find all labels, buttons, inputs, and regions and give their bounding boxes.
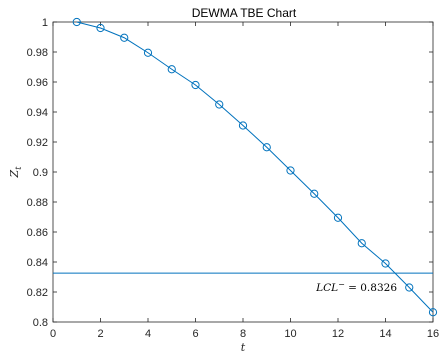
- data-point-marker: [72, 17, 81, 27]
- y-tick-label: 1: [42, 17, 48, 29]
- data-point-marker: [262, 143, 271, 152]
- data-point-marker: [428, 308, 438, 317]
- x-axis-ticks: 0 2 4 6 8 10 12 14 16: [50, 22, 439, 340]
- y-tick-label: 0.96: [27, 77, 48, 89]
- x-tick-label: 10: [284, 328, 296, 340]
- x-tick-label: 12: [332, 328, 344, 340]
- y-axis-ticks: 0.8 0.82 0.84 0.86 0.88 0.9 0.92 0.94 0.96 0.98 1: [27, 17, 433, 329]
- data-point-marker: [120, 33, 129, 42]
- plot-area: [52, 21, 434, 323]
- x-tick-label: 14: [379, 328, 391, 340]
- data-point-marker: [191, 80, 200, 90]
- y-axis-label: Zt: [8, 166, 23, 179]
- data-point-marker: [310, 189, 319, 198]
- x-tick-label: 2: [97, 328, 103, 340]
- data-point-marker: [286, 166, 295, 175]
- y-tick-label: 0.92: [27, 137, 48, 149]
- data-point-marker: [333, 213, 343, 222]
- y-tick-label: 0.8: [33, 317, 48, 329]
- y-tick-label: 0.98: [27, 47, 48, 59]
- x-tick-label: 0: [50, 328, 56, 340]
- data-point-marker: [357, 239, 366, 248]
- data-point-marker: [167, 65, 176, 74]
- x-tick-label: 6: [192, 328, 198, 340]
- data-point-marker: [405, 283, 414, 292]
- data-point-marker: [381, 259, 390, 268]
- lcl-annotation: LCL− = 0.8326: [315, 280, 397, 294]
- data-point-marker: [238, 121, 248, 130]
- x-axis-label: t: [241, 341, 246, 354]
- data-point-marker: [96, 23, 105, 33]
- series-line: [76, 21, 434, 313]
- x-tick-label: 4: [145, 328, 151, 340]
- data-point-marker: [143, 48, 153, 57]
- y-tick-label: 0.9: [33, 167, 48, 179]
- chart-title: DEWMA TBE Chart: [192, 6, 297, 20]
- x-tick-label: 8: [240, 328, 246, 340]
- y-tick-label: 0.86: [27, 227, 48, 239]
- axes-box: [52, 21, 434, 323]
- y-tick-label: 0.84: [27, 257, 48, 269]
- x-tick-label: 16: [427, 328, 439, 340]
- y-tick-label: 0.82: [27, 287, 48, 299]
- series-layer: [72, 17, 438, 317]
- data-point-marker: [215, 100, 224, 109]
- y-tick-label: 0.88: [27, 197, 48, 209]
- y-tick-label: 0.94: [27, 107, 48, 119]
